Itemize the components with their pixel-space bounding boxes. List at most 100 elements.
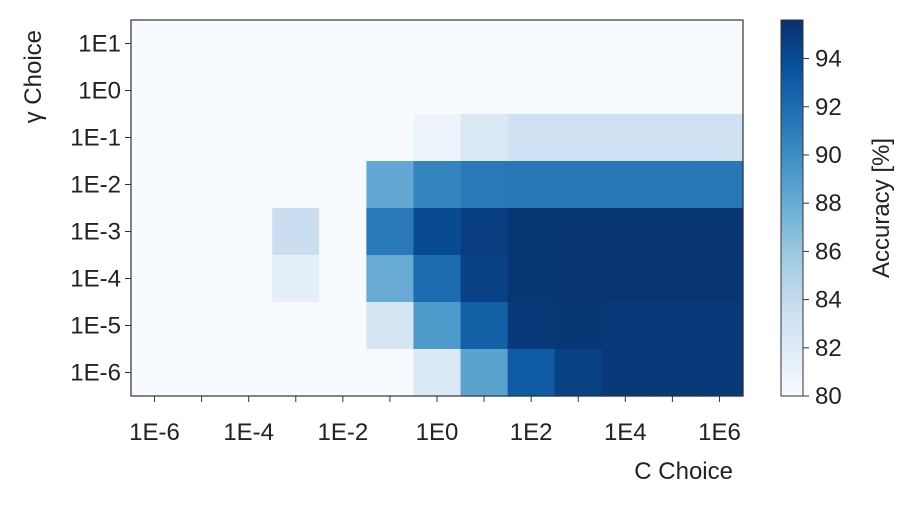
x-axis-title: C Choice [634, 458, 733, 485]
heatmap-cell [648, 67, 697, 115]
y-tick-label: 1E-6 [70, 360, 121, 387]
heatmap-cell [272, 302, 320, 350]
heatmap-cell [225, 67, 273, 115]
heatmap-cell [272, 349, 320, 397]
heatmap-cell [225, 255, 273, 303]
heatmap-cell [225, 349, 273, 397]
heatmap-cell [695, 255, 744, 303]
heatmap-cell [225, 161, 273, 209]
heatmap-cell [319, 67, 367, 115]
y-tick-label: 1E-4 [70, 266, 121, 293]
x-tick-label: 1E4 [604, 419, 647, 446]
heatmap-cell [648, 20, 697, 68]
heatmap-cell [413, 208, 462, 256]
x-tick-label: 1E0 [416, 419, 459, 446]
colorbar-tick-label: 90 [815, 142, 842, 169]
y-tick-label: 1E-2 [70, 172, 121, 199]
heatmap-cell [131, 20, 179, 68]
heatmap-cell [272, 20, 320, 68]
heatmap-cell [507, 161, 556, 209]
y-tick-label: 1E0 [78, 78, 121, 105]
heatmap-cell [131, 67, 179, 115]
heatmap-cell [460, 67, 509, 115]
heatmap-cell [366, 255, 415, 303]
y-axis: 1E1 1E0 1E-1 1E-2 1E-3 1E-4 1E-5 1E-6 [70, 31, 131, 387]
heatmap-cell [225, 302, 273, 350]
heatmap-cell [695, 161, 744, 209]
heatmap-cell [178, 114, 226, 162]
heatmap-cell [601, 208, 650, 256]
heatmap-cell [225, 20, 273, 68]
heatmap-cell [178, 208, 226, 256]
heatmap-cell [366, 302, 415, 350]
heatmap-cell [554, 67, 603, 115]
heatmap-cell [319, 349, 367, 397]
heatmap-cell [319, 20, 367, 68]
heatmap-cell [601, 161, 650, 209]
heatmap-cell [601, 255, 650, 303]
heatmap-cell [272, 255, 320, 303]
colorbar-tick-label: 92 [815, 94, 842, 121]
colorbar-tick-label: 86 [815, 238, 842, 265]
heatmap-cell [319, 255, 367, 303]
heatmap-cell [507, 114, 556, 162]
heatmap-cell [460, 349, 509, 397]
x-tick-label: 1E-6 [129, 419, 180, 446]
heatmap-cell [366, 161, 415, 209]
x-tick-label: 1E-4 [223, 419, 274, 446]
heatmap-cell [507, 302, 556, 350]
heatmap-cell [554, 255, 603, 303]
heatmap-cell [648, 302, 697, 350]
heatmap-cell [178, 349, 226, 397]
x-tick-label: 1E6 [698, 419, 741, 446]
y-tick-label: 1E-1 [70, 125, 121, 152]
heatmap-cell [695, 349, 744, 397]
colorbar [780, 19, 804, 397]
heatmap-cell [272, 67, 320, 115]
heatmap-cell [366, 349, 415, 397]
heatmap-cell [507, 255, 556, 303]
heatmap-cell [601, 349, 650, 397]
heatmap-cell [601, 302, 650, 350]
heatmap-cell [413, 20, 462, 68]
heatmap-cell [272, 114, 320, 162]
heatmap-cell [695, 208, 744, 256]
colorbar-tick-label: 80 [815, 383, 842, 410]
heatmap-cell [554, 208, 603, 256]
heatmap-cell [319, 302, 367, 350]
heatmap-cell [413, 114, 462, 162]
heatmap-cell [131, 255, 179, 303]
y-axis-title: γ Choice [20, 30, 47, 123]
heatmap-cell [648, 255, 697, 303]
heatmap-cell [648, 114, 697, 162]
heatmap-cell [131, 114, 179, 162]
heatmap-cell [272, 208, 320, 256]
heatmap-cell [413, 161, 462, 209]
heatmap-cell [319, 114, 367, 162]
heatmap-cell [507, 67, 556, 115]
heatmap-cell [178, 255, 226, 303]
y-tick-label: 1E1 [78, 31, 121, 58]
heatmap-cell [554, 161, 603, 209]
heatmap-cell [648, 349, 697, 397]
heatmap-cell [272, 161, 320, 209]
colorbar-tick-label: 82 [815, 335, 842, 362]
x-axis: 1E-6 1E-4 1E-2 1E0 1E2 1E4 1E6 [129, 396, 741, 446]
heatmap-cell [319, 208, 367, 256]
heatmap-cell [648, 161, 697, 209]
heatmap-cell [460, 161, 509, 209]
y-tick-label: 1E-5 [70, 313, 121, 340]
heatmap-cell [366, 208, 415, 256]
heatmap-cell [413, 67, 462, 115]
heatmap-cell [695, 302, 744, 350]
heatmap-cell [131, 208, 179, 256]
heatmap-cells [131, 20, 744, 397]
heatmap-cell [225, 208, 273, 256]
heatmap-cell [507, 208, 556, 256]
heatmap-cell [413, 349, 462, 397]
heatmap-cell [178, 302, 226, 350]
heatmap-cell [131, 302, 179, 350]
colorbar-tick-label: 84 [815, 287, 842, 314]
heatmap-cell [413, 255, 462, 303]
